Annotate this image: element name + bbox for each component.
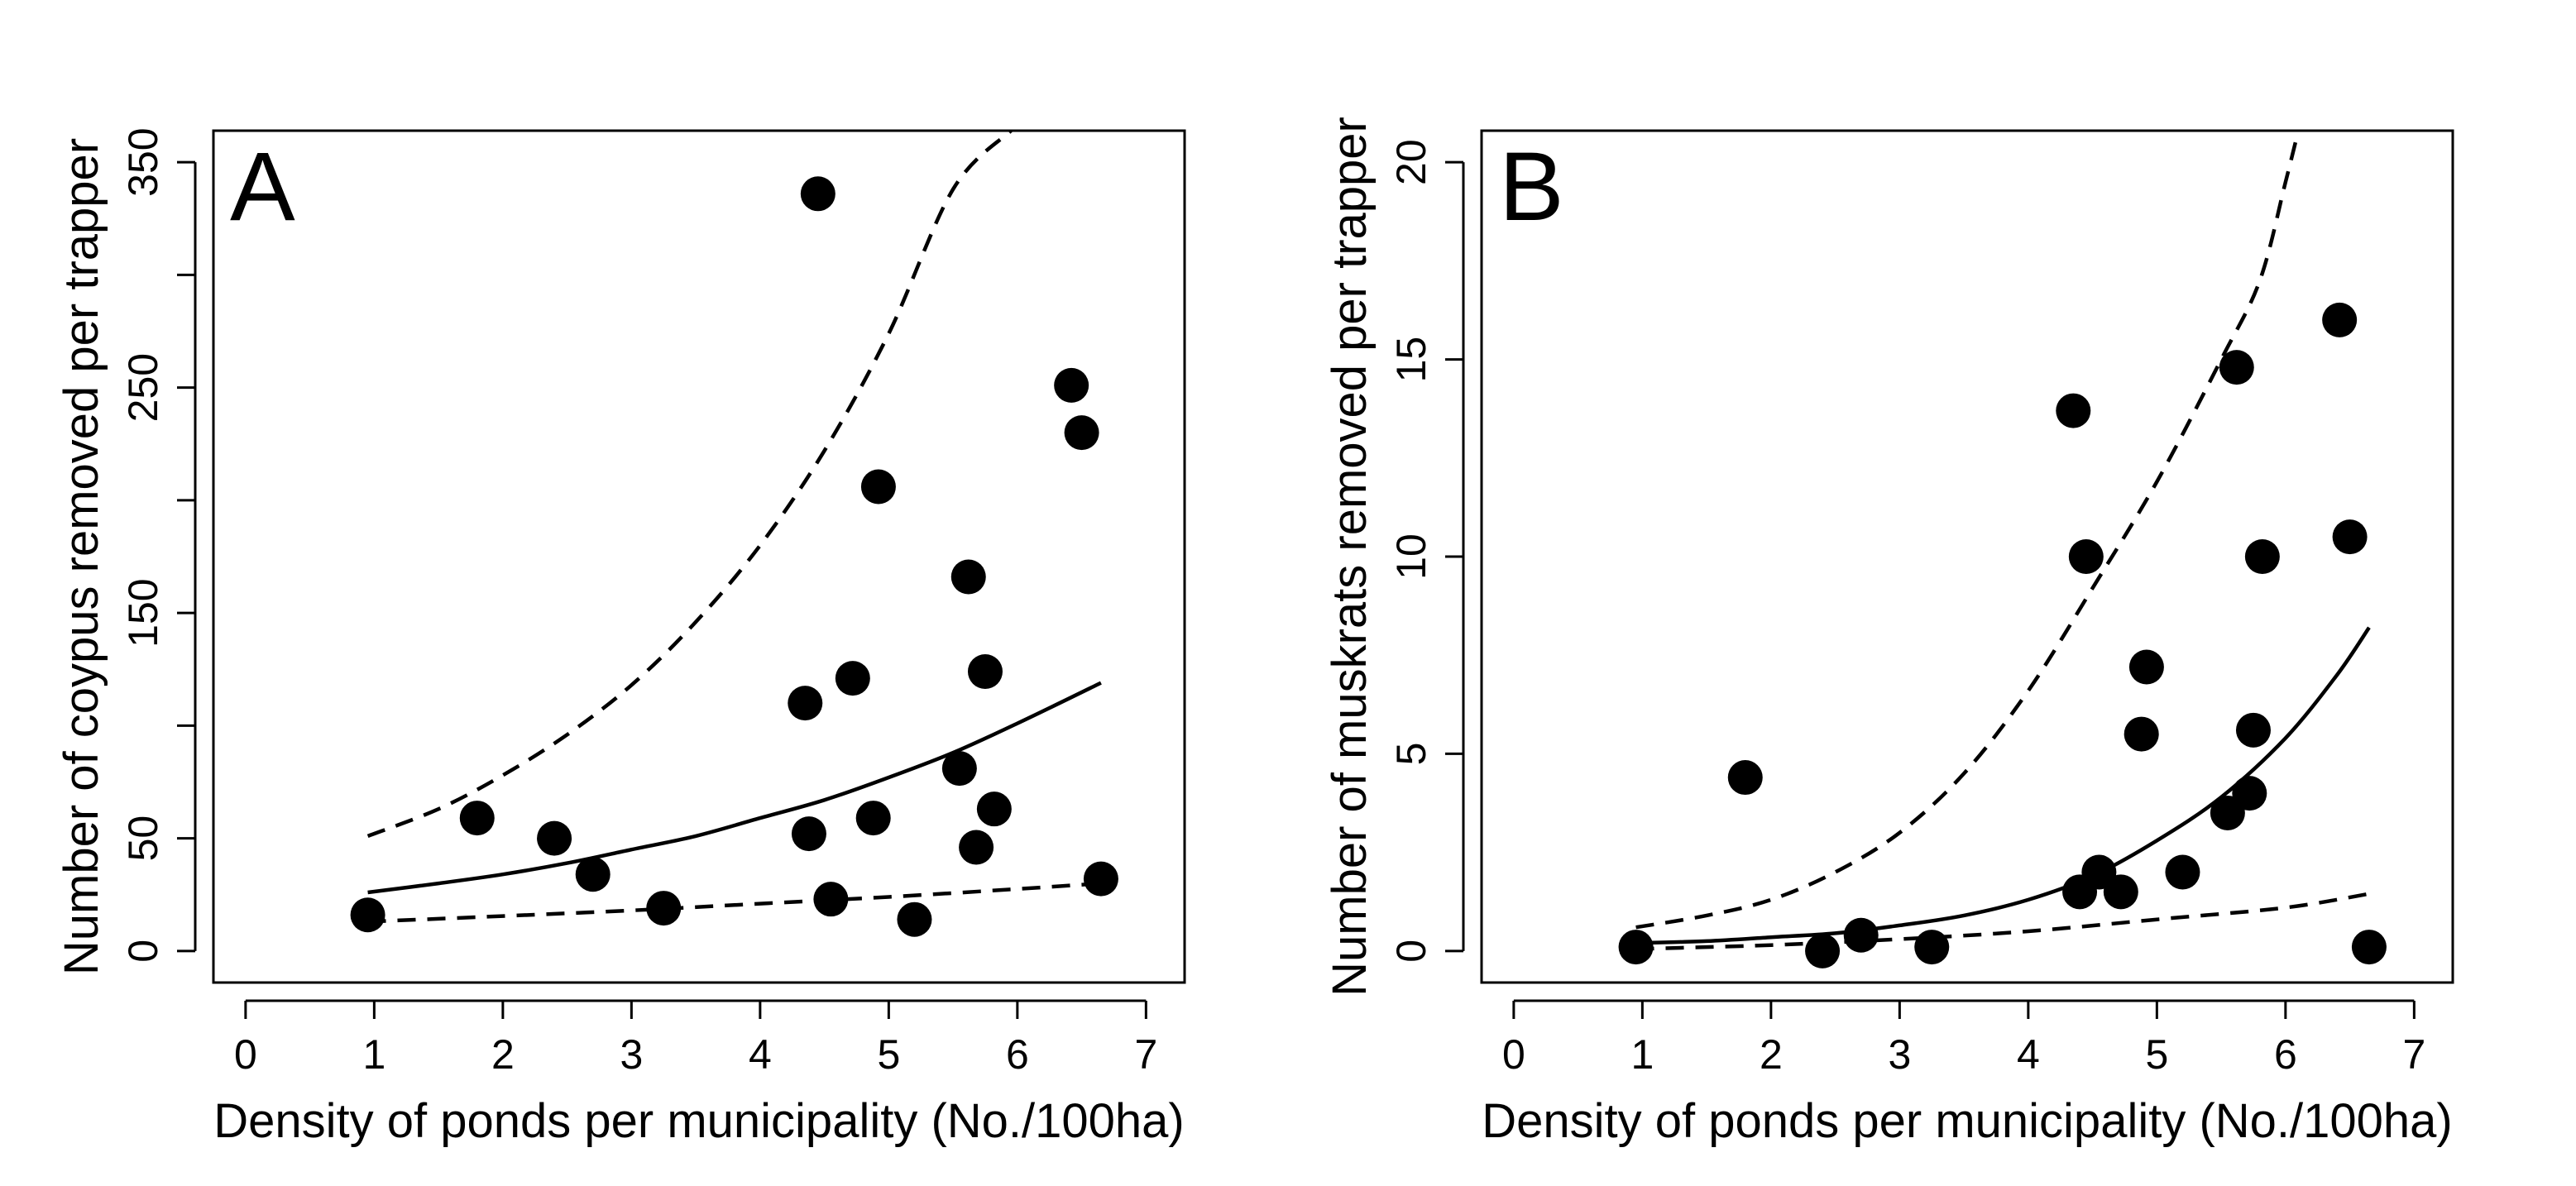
panel-b-data-point	[1914, 930, 1950, 965]
panel-b-muskrats: 0 1 2 3 4 5 6 7 0 5 10 15 20 B Density of ponds per…	[1323, 117, 2454, 1148]
panel-a-data-point	[575, 857, 610, 892]
panel-b-x-tick-label: 5	[2145, 1031, 2168, 1078]
panel-b-data-point	[1843, 917, 1879, 953]
panel-b-x-axis-label: Density of ponds per municipality (No./1…	[1482, 1094, 2452, 1148]
panel-b-fit-line	[1635, 626, 2371, 945]
panel-a-upper-ci-line	[366, 131, 1013, 838]
panel-a-data-point	[791, 816, 826, 852]
panel-b-data-point	[2219, 350, 2254, 385]
panel-a-label: A	[230, 132, 295, 242]
panel-b-data-point	[2128, 649, 2164, 685]
panel-a-data-point	[537, 820, 572, 856]
panel-a-data-point	[1083, 861, 1118, 897]
panel-b-x-axis: 0 1 2 3 4 5 6 7	[1502, 999, 2425, 1078]
panel-a-data-point	[350, 897, 385, 933]
panel-a-coypus: 0 1 2 3 4 5 6 7 0 50 150 250 350 A Density of ponds…	[55, 127, 1186, 1148]
panel-b-data-point	[2235, 712, 2271, 748]
panel-b-x-tick-label: 2	[1760, 1031, 1783, 1078]
panel-b-x-tick-label: 6	[2274, 1031, 2297, 1078]
panel-a-data-point	[813, 882, 849, 917]
panel-a-data-point	[1054, 367, 1089, 403]
panel-a-data-point	[967, 653, 1003, 689]
panel-b-data-point	[2244, 539, 2280, 574]
panel-b-y-tick-label: 15	[1388, 337, 1434, 383]
panel-b-data-point	[2332, 519, 2368, 555]
panel-a-plot-frame	[212, 129, 1186, 984]
panel-b-data-point	[2165, 854, 2200, 890]
panel-b-y-tick-label: 20	[1388, 139, 1434, 185]
panel-b-data-point	[2103, 874, 2138, 910]
panel-a-points	[350, 176, 1118, 937]
panel-a-y-tick-label: 250	[120, 353, 166, 422]
panel-b-y-tick-label: 0	[1388, 940, 1434, 963]
panel-b-x-tick-label: 7	[2402, 1031, 2425, 1078]
panel-b-label: B	[1499, 132, 1564, 242]
panel-a-data-point	[800, 176, 836, 212]
panel-a-data-point	[646, 891, 682, 926]
panel-b-y-tick-label: 10	[1388, 533, 1434, 580]
panel-a-y-tick-label: 350	[120, 127, 166, 196]
panel-b-data-point	[2068, 539, 2104, 574]
panel-a-x-tick-label: 1	[362, 1031, 385, 1078]
panel-a-lower-ci-line	[367, 881, 1102, 924]
panel-a-data-point	[1064, 415, 1099, 451]
panel-b-lines	[1635, 131, 2371, 951]
panel-b-data-point	[1618, 930, 1654, 965]
panel-b-x-tick-label: 3	[1888, 1031, 1911, 1078]
panel-a-data-point	[855, 801, 891, 836]
panel-a-data-point	[897, 901, 932, 937]
panel-b-data-point	[2232, 776, 2267, 811]
panel-a-y-tick-label: 150	[120, 578, 166, 647]
panel-a-y-tick-label: 0	[120, 940, 166, 963]
panel-b-data-point	[1727, 760, 1763, 796]
panel-b-data-point	[1805, 933, 1841, 968]
panel-a-data-point	[941, 751, 977, 787]
panel-b-x-tick-label: 1	[1630, 1031, 1654, 1078]
panel-a-data-point	[788, 686, 823, 721]
panel-a-x-axis: 0 1 2 3 4 5 6 7	[234, 999, 1157, 1078]
panel-b-upper-ci-line	[1635, 131, 2301, 930]
panel-b-x-tick-label: 4	[2017, 1031, 2040, 1078]
panel-a-y-axis: 0 50 150 250 350	[120, 127, 197, 963]
panel-b-lower-ci-line	[1635, 892, 2370, 951]
panel-a-y-tick-label: 50	[120, 815, 166, 862]
panel-a-y-axis-label: Number of coypus removed per trapper	[55, 138, 108, 975]
panel-a-data-point	[976, 791, 1012, 827]
panel-a-data-point	[950, 559, 986, 595]
panel-a-x-tick-label: 4	[749, 1031, 772, 1078]
panel-a-data-point	[835, 661, 870, 696]
panel-a-data-point	[860, 469, 896, 505]
panel-b-data-point	[2124, 716, 2159, 752]
panel-a-lines	[366, 131, 1102, 924]
panel-b-y-axis-label: Number of muskrats removed per trapper	[1323, 117, 1377, 997]
panel-a-x-tick-label: 0	[234, 1031, 257, 1078]
panel-a-x-axis-label: Density of ponds per municipality (No./1…	[213, 1094, 1184, 1148]
panel-a-x-tick-label: 3	[620, 1031, 643, 1078]
panel-a-x-tick-label: 5	[877, 1031, 900, 1078]
panel-a-fit-line	[367, 681, 1102, 895]
panel-a-x-tick-label: 2	[491, 1031, 515, 1078]
panel-b-points	[1618, 302, 2387, 968]
panel-a-x-tick-label: 6	[1006, 1031, 1029, 1078]
panel-b-data-point	[2351, 930, 2387, 965]
panel-a-data-point	[959, 830, 994, 865]
panel-b-y-axis: 0 5 10 15 20	[1388, 139, 1465, 963]
panel-b-data-point	[2322, 302, 2358, 337]
panel-b-x-tick-label: 0	[1502, 1031, 1525, 1078]
panel-a-data-point	[459, 801, 495, 836]
panel-b-y-tick-label: 5	[1388, 743, 1434, 766]
panel-b-plot-frame	[1480, 129, 2454, 984]
panel-b-data-point	[2056, 393, 2091, 428]
panel-a-x-tick-label: 7	[1134, 1031, 1157, 1078]
